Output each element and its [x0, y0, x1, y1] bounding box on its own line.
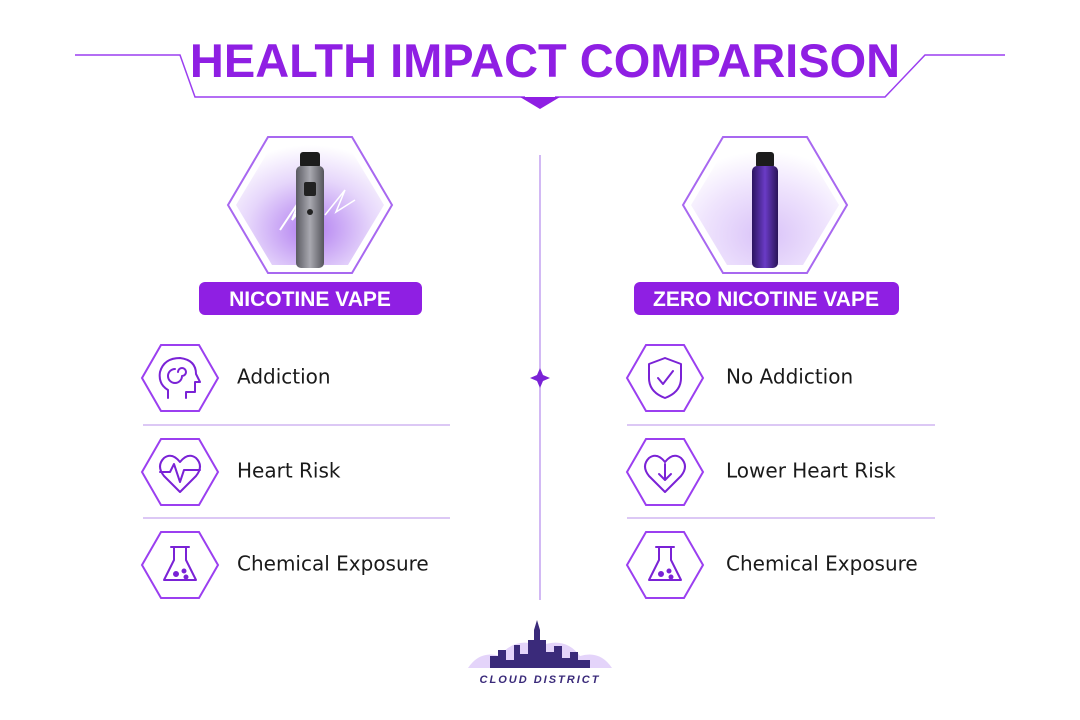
icon-frame	[141, 438, 219, 506]
product-frame	[681, 136, 849, 274]
column-label: NICOTINE VAPE	[229, 288, 391, 311]
device-screen	[304, 182, 316, 196]
item-text: Lower Heart Risk	[726, 459, 896, 483]
item-text: Heart Risk	[237, 459, 341, 483]
column-nicotine: NICOTINE VAPE Addiction Heart Risk Chemi…	[141, 136, 450, 599]
icon-frame	[626, 344, 704, 412]
item-text: Addiction	[237, 365, 331, 389]
device-button	[307, 209, 313, 215]
logo-skyline	[490, 620, 590, 668]
icon-frame	[141, 344, 219, 412]
device-body	[752, 166, 778, 268]
header-frame	[75, 54, 1005, 98]
icon-shield	[648, 357, 682, 399]
icon-frame	[626, 531, 704, 599]
device-tip	[300, 152, 320, 168]
divider-star	[530, 368, 550, 388]
column-label: ZERO NICOTINE VAPE	[653, 288, 879, 311]
item-text: No Addiction	[726, 365, 853, 389]
icon-flask	[648, 546, 682, 581]
icon-flask	[163, 546, 197, 581]
icon-brain	[158, 357, 201, 399]
icon-heart-down	[644, 454, 686, 493]
logo: CLOUD DISTRICT	[468, 620, 612, 686]
column-zero-nicotine: ZERO NICOTINE VAPE No Addiction Lower He…	[626, 136, 935, 599]
item-text: Chemical Exposure	[726, 552, 918, 576]
lightning	[324, 189, 356, 216]
header-arrow	[520, 97, 560, 109]
title: HEALTH IMPACT COMPARISON	[190, 34, 900, 87]
device-body	[296, 166, 324, 268]
label-pill	[199, 282, 422, 315]
product-frame	[226, 136, 394, 274]
icon-frame	[141, 531, 219, 599]
item-text: Chemical Exposure	[237, 552, 429, 576]
device-tip	[756, 152, 774, 168]
label-pill	[634, 282, 899, 315]
logo-text: CLOUD DISTRICT	[480, 674, 601, 686]
icon-heart	[159, 454, 201, 493]
